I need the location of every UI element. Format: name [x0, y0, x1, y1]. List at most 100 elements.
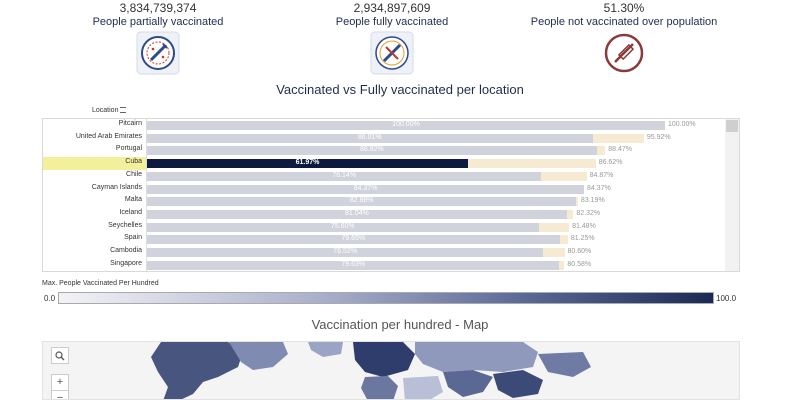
location-cell[interactable]: United Arab Emirates [43, 131, 147, 145]
fully-vaccinated-value-label: 100.00% [668, 121, 696, 128]
map-title: Vaccination per hundred - Map [311, 317, 489, 332]
vaccinated-value-label: 84.37% [353, 184, 378, 192]
filter-icon[interactable] [120, 107, 127, 114]
bar-chart-title: Vaccinated vs Fully vaccinated per locat… [276, 82, 524, 97]
location-name: Spain [124, 234, 142, 242]
vaccinated-bar[interactable] [147, 248, 544, 257]
location-cell[interactable]: Chile [43, 169, 147, 183]
scrollbar-thumb[interactable] [726, 120, 738, 132]
location-name: Portugal [115, 145, 142, 153]
vaccinated-bar[interactable] [147, 235, 560, 245]
bar-row[interactable]: Cambodia 76.52% 80.60% [43, 246, 725, 259]
vaccinated-bar[interactable] [147, 146, 597, 156]
no-vaccine-icon [602, 31, 646, 75]
location-cell[interactable]: Cayman Islands [43, 182, 147, 196]
location-cell[interactable]: Spain [43, 233, 147, 246]
bar-row[interactable]: Seychelles 75.60% 81.48% [43, 220, 725, 234]
vaccinated-bar[interactable] [147, 222, 539, 232]
fully-vaccinated-value-label: 84.37% [587, 184, 611, 192]
vaccinated-value-label: 79.63% [341, 260, 366, 268]
fully-vaccinated-value-label: 82.32% [576, 209, 601, 217]
bar-chart: Pitcairn 100.00% 100.00% United Arab Emirat… [42, 118, 740, 272]
kpi-value: 3,834,739,374 [119, 1, 197, 15]
vaccinated-bar[interactable] [147, 133, 593, 143]
bar-row[interactable]: Spain 79.65% 81.25% [43, 233, 725, 246]
location-name: Chile [126, 170, 142, 178]
kpi-partially-vaccinated: 3,834,739,374 People partially vaccinate… [58, 0, 258, 75]
map-zoom-in-button[interactable]: + [51, 374, 69, 391]
map-search-button[interactable] [51, 347, 69, 364]
legend-title: Max. People Vaccinated Per Hundred [42, 280, 159, 287]
fully-vaccinated-value-label: 84.87% [589, 171, 614, 179]
bar-row[interactable]: Iceland 81.04% 82.32% [43, 207, 725, 221]
vaccinated-value-label: 100.00% [392, 121, 420, 128]
fully-vaccinated-value-label: 80.58% [567, 260, 592, 268]
location-name: Cayman Islands [91, 183, 142, 191]
location-name: Iceland [119, 208, 142, 216]
map-canvas [151, 342, 591, 399]
legend-max: 100.0 [716, 294, 737, 303]
location-name: Cuba [125, 158, 142, 166]
fully-vaccinated-value-label: 80.60% [567, 248, 592, 255]
bar-row[interactable]: Pitcairn 100.00% 100.00% [43, 119, 725, 132]
fully-vaccinated-value-label: 88.47% [608, 146, 633, 154]
location-name: Pitcairn [118, 120, 142, 127]
location-cell[interactable]: Portugal [43, 144, 147, 158]
location-cell[interactable]: Malta [43, 195, 147, 208]
scrollbar[interactable] [725, 119, 739, 271]
world-map[interactable]: + − [42, 341, 740, 400]
location-header[interactable]: Location [92, 107, 127, 114]
location-cell[interactable]: Cambodia [43, 246, 147, 259]
bar-row[interactable]: United Arab Emirates 86.01% 95.92% [43, 131, 725, 145]
vaccinated-value-label: 61.97% [295, 159, 320, 167]
fully-vaccinated-value-label: 86.62% [598, 159, 623, 167]
vaccinated-value-label: 79.65% [341, 235, 366, 243]
legend-min: 0.0 [44, 294, 56, 303]
vaccinated-bar[interactable] [147, 260, 560, 270]
kpi-value: 51.30% [603, 1, 645, 15]
kpi-label: People not vaccinated over population [530, 16, 718, 28]
location-name: Singapore [110, 259, 142, 267]
location-name: Seychelles [108, 221, 142, 229]
location-cell[interactable]: Pitcairn [43, 119, 147, 132]
location-name: Malta [124, 196, 142, 204]
fully-vaccinated-value-label: 81.25% [570, 235, 595, 243]
vaccinated-bar[interactable] [147, 197, 577, 207]
kpi-fully-vaccinated: 2,934,897,609 People fully vaccinated [292, 0, 492, 75]
vaccinated-value-label: 86.82% [359, 146, 384, 154]
vaccination-badge-icon [136, 31, 180, 75]
search-icon [55, 351, 65, 361]
kpi-not-vaccinated: 51.30% People not vaccinated over popula… [524, 0, 724, 75]
kpi-label: People partially vaccinated [92, 16, 224, 28]
bar-row[interactable]: Portugal 86.82% 88.47% [43, 144, 725, 158]
vaccinated-bar[interactable] [147, 171, 542, 181]
location-cell[interactable]: Iceland [43, 207, 147, 221]
location-cell[interactable]: Singapore [43, 258, 147, 272]
bar-row[interactable]: Chile 76.14% 84.87% [43, 169, 725, 183]
map-zoom-out-button[interactable]: − [51, 390, 69, 399]
vaccinated-value-label: 86.01% [357, 133, 382, 141]
vaccinated-value-label: 81.04% [345, 209, 369, 217]
vaccinated-bar[interactable] [147, 209, 567, 219]
location-cell[interactable]: Seychelles [43, 220, 147, 234]
vaccinated-value-label: 76.14% [332, 171, 357, 179]
location-name: United Arab Emirates [75, 132, 142, 140]
bar-row[interactable]: Cuba 61.97% 86.62% [43, 157, 725, 170]
bar-row[interactable]: Cayman Islands 84.37% 84.37% [43, 182, 725, 196]
vaccinated-bar[interactable] [147, 159, 468, 169]
kpi-value: 2,934,897,609 [353, 1, 431, 15]
location-cell[interactable]: Cuba [43, 157, 147, 170]
vaccinated-bar[interactable] [147, 121, 665, 130]
bar-row[interactable]: Singapore 79.63% 80.58% [43, 258, 725, 272]
fully-vaccinated-badge-icon [370, 31, 414, 75]
color-legend-bar [58, 292, 714, 304]
vaccinated-value-label: 76.52% [333, 248, 358, 255]
fully-vaccinated-value-label: 81.48% [572, 222, 596, 230]
vaccinated-bar[interactable] [147, 184, 585, 194]
kpi-label: People fully vaccinated [335, 16, 449, 28]
bar-row[interactable]: Malta 82.88% 83.19% [43, 195, 725, 208]
fully-vaccinated-value-label: 95.92% [646, 133, 671, 141]
location-header-label: Location [92, 107, 119, 114]
vaccinated-value-label: 82.88% [349, 197, 374, 205]
fully-vaccinated-value-label: 83.19% [580, 197, 605, 205]
